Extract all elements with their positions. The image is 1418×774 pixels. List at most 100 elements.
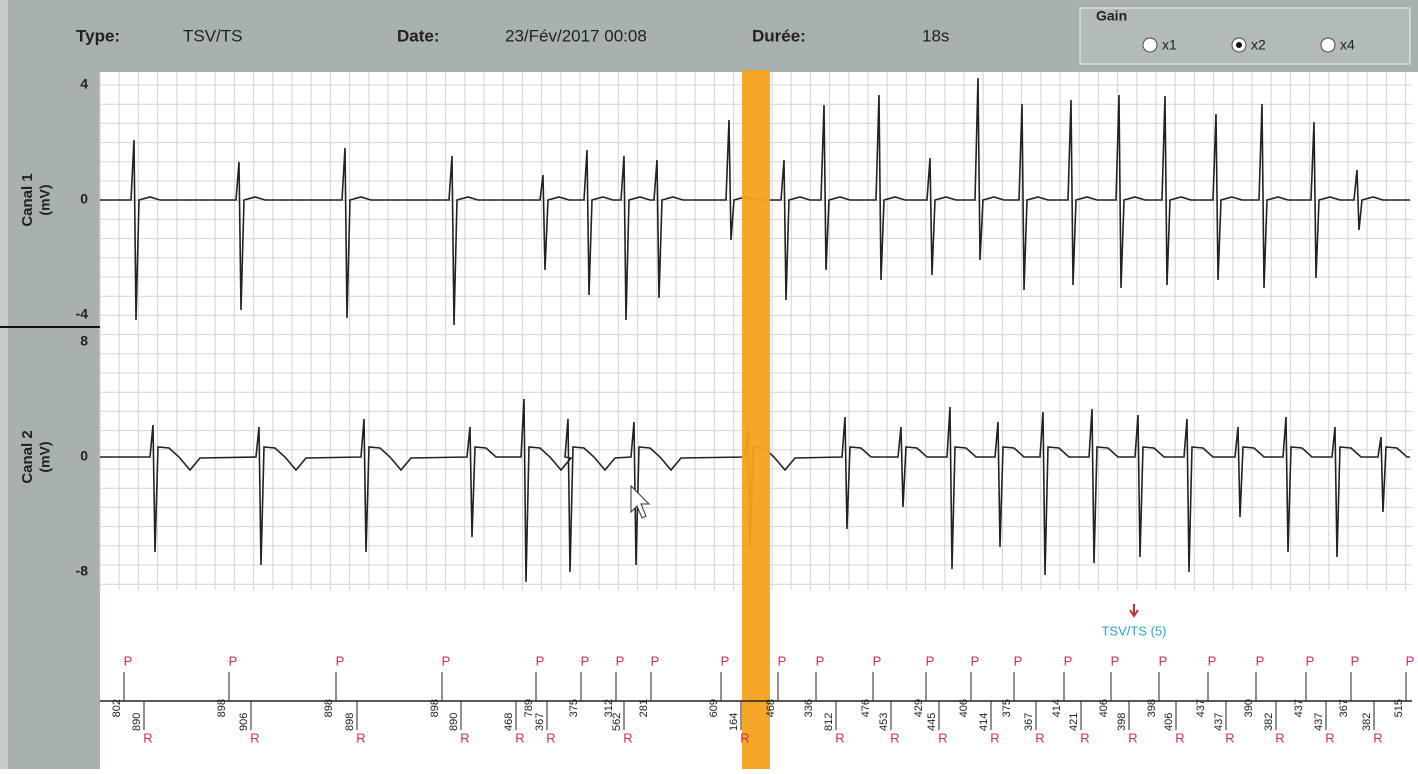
p-marker: P: [124, 653, 133, 668]
p-marker: P: [442, 653, 451, 668]
rr-interval: 414: [978, 713, 990, 731]
rr-interval: 437: [1313, 713, 1325, 731]
rr-interval: 164: [728, 713, 740, 731]
pp-interval: 429: [913, 699, 925, 717]
p-marker: P: [1159, 653, 1168, 668]
pp-interval: 437: [1195, 699, 1207, 717]
trace-canal-1: [100, 77, 1410, 326]
p-marker: P: [229, 653, 238, 668]
rr-interval: 421: [1068, 713, 1080, 731]
gain-option[interactable]: x2: [1251, 37, 1266, 53]
channel-unit: (mV): [37, 184, 53, 215]
p-marker: P: [926, 653, 935, 668]
gain-radio[interactable]: [1320, 37, 1336, 53]
pp-interval: 789: [523, 699, 535, 717]
r-marker: R: [143, 730, 152, 745]
r-marker: R: [1275, 730, 1284, 745]
side-edge: [0, 0, 8, 769]
r-marker: R: [623, 730, 632, 745]
gain-radio-dot[interactable]: [1236, 42, 1242, 48]
r-marker: R: [1035, 730, 1044, 745]
pp-interval: 375: [568, 699, 580, 717]
side-bar: [0, 0, 100, 769]
rr-interval: 367: [1023, 713, 1035, 731]
r-marker: R: [990, 730, 999, 745]
rr-interval: 398: [1116, 713, 1128, 731]
r-marker: R: [1080, 730, 1089, 745]
pp-interval: 367: [1338, 699, 1350, 717]
y-tick-label: -8: [76, 563, 89, 579]
p-marker: P: [1351, 653, 1360, 668]
type-label: Type:: [76, 26, 120, 45]
gain-option[interactable]: x1: [1162, 37, 1177, 53]
pp-interval: 802: [111, 699, 123, 717]
p-marker: P: [1306, 653, 1315, 668]
duration-label: Durée:: [752, 26, 806, 45]
pp-interval: 515: [1393, 699, 1405, 717]
pp-interval: 281: [638, 699, 650, 717]
p-marker: P: [581, 653, 590, 668]
p-marker: P: [971, 653, 980, 668]
pp-interval: 375: [1001, 699, 1013, 717]
p-marker: P: [616, 653, 625, 668]
r-marker: R: [515, 730, 524, 745]
channel-name: Canal 2: [19, 430, 36, 483]
r-marker: R: [250, 730, 259, 745]
r-marker: R: [356, 730, 365, 745]
date-label: Date:: [397, 26, 440, 45]
gain-radio[interactable]: [1142, 37, 1158, 53]
pp-interval: 398: [1146, 699, 1158, 717]
rr-interval: 890: [131, 713, 143, 731]
pp-interval: 406: [1098, 699, 1110, 717]
r-marker: R: [1128, 730, 1137, 745]
channel-name: Canal 1: [19, 173, 36, 226]
y-tick-label: -4: [76, 306, 89, 322]
type-value: TSV/TS: [183, 26, 243, 45]
event-annotation: TSV/TS (5): [1101, 623, 1166, 638]
r-marker: R: [1325, 730, 1334, 745]
p-marker: P: [536, 653, 545, 668]
channel-label: Canal 1 (mV): [19, 173, 53, 226]
pp-interval: 609: [708, 699, 720, 717]
gain-label: Gain: [1096, 8, 1127, 24]
rr-interval: 890: [448, 713, 460, 731]
rr-interval: 382: [1361, 713, 1373, 731]
p-marker: P: [778, 653, 787, 668]
rr-interval: 812: [823, 713, 835, 731]
p-marker: P: [1208, 653, 1217, 668]
p-marker: P: [651, 653, 660, 668]
gain-option[interactable]: x4: [1340, 37, 1355, 53]
r-marker: R: [938, 730, 947, 745]
traces: [100, 77, 1410, 583]
trace-canal-2: [100, 398, 1410, 583]
r-marker: R: [835, 730, 844, 745]
y-tick-label: 0: [80, 448, 88, 464]
rr-interval: 367: [534, 713, 546, 731]
pp-interval: 437: [1293, 699, 1305, 717]
cursor-band[interactable]: [742, 70, 770, 769]
p-marker: P: [1256, 653, 1265, 668]
r-marker: R: [460, 730, 469, 745]
pp-interval: 898: [216, 699, 228, 717]
rr-interval: 562: [611, 713, 623, 731]
r-marker: R: [1225, 730, 1234, 745]
r-marker: R: [546, 730, 555, 745]
p-marker: P: [1111, 653, 1120, 668]
p-marker: P: [336, 653, 345, 668]
p-marker: P: [816, 653, 825, 668]
pp-interval: 898: [323, 699, 335, 717]
rr-interval: 898: [344, 713, 356, 731]
y-tick-label: 8: [80, 333, 88, 349]
y-tick-label: 4: [80, 76, 88, 92]
pp-interval: 336: [803, 699, 815, 717]
p-marker: P: [1406, 653, 1415, 668]
mouse-pointer: [630, 484, 651, 519]
pp-interval: 468: [765, 699, 777, 717]
pp-interval: 414: [1051, 699, 1063, 717]
gain-box: [1079, 7, 1411, 65]
r-marker: R: [740, 730, 749, 745]
rr-interval: 468: [503, 713, 515, 731]
rr-interval: 382: [1263, 713, 1275, 731]
